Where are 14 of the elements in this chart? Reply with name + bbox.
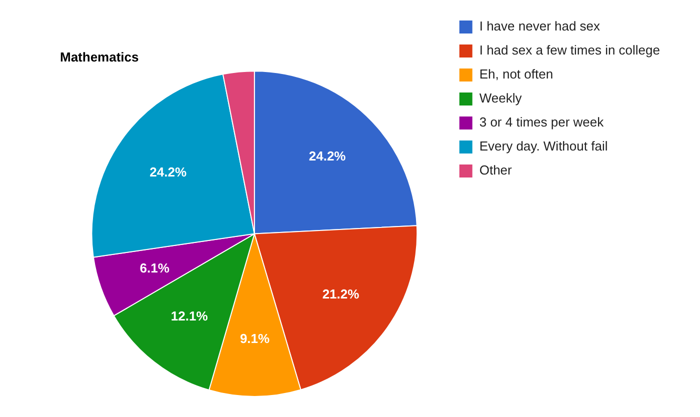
legend-label: I had sex a few times in college	[479, 42, 660, 58]
data-label: 6.1%	[140, 260, 170, 276]
data-label: 24.2%	[308, 148, 346, 164]
legend-label: Weekly	[479, 90, 522, 106]
legend-label: Eh, not often	[479, 66, 554, 82]
data-label: 24.2%	[150, 164, 187, 180]
legend-label: Other	[479, 162, 513, 178]
legend-label: I have never had sex	[479, 18, 601, 34]
legend-label: 3 or 4 times per week	[479, 114, 604, 130]
data-label: 9.1%	[240, 331, 270, 346]
text: Mathematics	[60, 49, 139, 64]
data-label: 12.1%	[170, 308, 208, 324]
data-label: 21.2%	[322, 286, 360, 302]
legend-label: Every day. Without fail	[479, 138, 608, 154]
